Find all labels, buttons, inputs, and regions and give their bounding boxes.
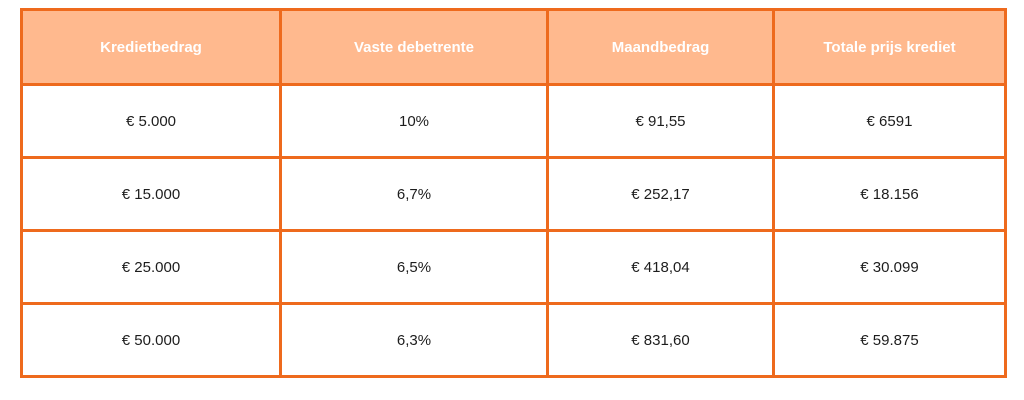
header-vaste-debetrente: Vaste debetrente [279, 8, 549, 86]
credit-rates-table: Kredietbedrag Vaste debetrente Maandbedr… [20, 8, 1007, 378]
cell-maandbedrag: € 91,55 [546, 83, 775, 159]
cell-maandbedrag: € 252,17 [546, 156, 775, 232]
cell-kredietbedrag: € 50.000 [20, 302, 282, 378]
header-totale-prijs-krediet: Totale prijs krediet [772, 8, 1007, 86]
cell-vaste-debetrente: 6,3% [279, 302, 549, 378]
cell-maandbedrag: € 831,60 [546, 302, 775, 378]
cell-totale-prijs-krediet: € 18.156 [772, 156, 1007, 232]
cell-totale-prijs-krediet: € 59.875 [772, 302, 1007, 378]
table-row: € 25.000 6,5% € 418,04 € 30.099 [20, 229, 1007, 305]
cell-kredietbedrag: € 25.000 [20, 229, 282, 305]
cell-vaste-debetrente: 6,7% [279, 156, 549, 232]
cell-totale-prijs-krediet: € 30.099 [772, 229, 1007, 305]
table-row: € 5.000 10% € 91,55 € 6591 [20, 83, 1007, 159]
cell-vaste-debetrente: 6,5% [279, 229, 549, 305]
table-row: € 50.000 6,3% € 831,60 € 59.875 [20, 302, 1007, 378]
table-row: € 15.000 6,7% € 252,17 € 18.156 [20, 156, 1007, 232]
credit-table-container: Kredietbedrag Vaste debetrente Maandbedr… [20, 8, 1007, 378]
cell-vaste-debetrente: 10% [279, 83, 549, 159]
cell-maandbedrag: € 418,04 [546, 229, 775, 305]
cell-kredietbedrag: € 15.000 [20, 156, 282, 232]
header-maandbedrag: Maandbedrag [546, 8, 775, 86]
cell-totale-prijs-krediet: € 6591 [772, 83, 1007, 159]
table-header-row: Kredietbedrag Vaste debetrente Maandbedr… [20, 8, 1007, 86]
cell-kredietbedrag: € 5.000 [20, 83, 282, 159]
header-kredietbedrag: Kredietbedrag [20, 8, 282, 86]
